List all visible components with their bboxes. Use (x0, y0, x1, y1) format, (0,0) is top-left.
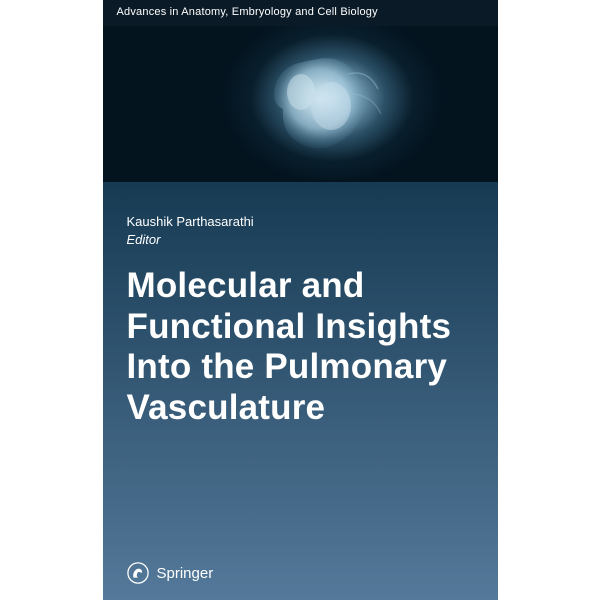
publisher: Springer (127, 562, 214, 584)
publisher-name: Springer (157, 565, 214, 582)
editor-name: Kaushik Parthasarathi (127, 214, 254, 229)
book-title: Molecular and Functional Insights Into t… (127, 266, 468, 428)
editor-role: Editor (127, 232, 161, 247)
series-bar: Advances in Anatomy, Embryology and Cell… (103, 0, 498, 26)
cover-photo (103, 26, 498, 182)
springer-horse-icon (127, 562, 149, 584)
embryo-illustration (253, 44, 383, 164)
series-label: Advances in Anatomy, Embryology and Cell… (117, 6, 378, 18)
book-cover: Advances in Anatomy, Embryology and Cell… (103, 0, 498, 600)
